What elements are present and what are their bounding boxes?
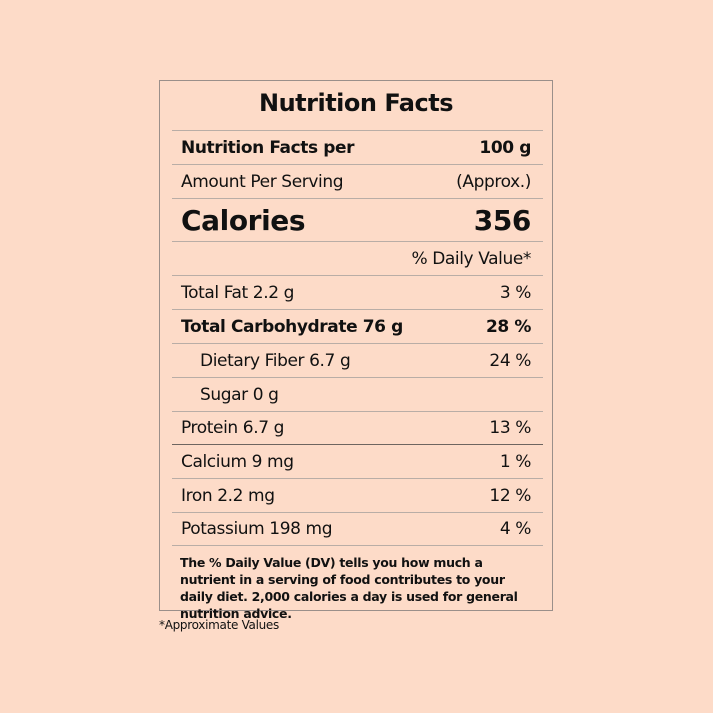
nutrient-row: Protein 6.7 g 13 % xyxy=(172,411,543,444)
row-value: 1 % xyxy=(499,451,532,472)
row-value: 4 % xyxy=(499,519,532,539)
row-value: (Approx.) xyxy=(456,171,531,192)
row-value: 12 % xyxy=(489,485,531,506)
row-value: 24 % xyxy=(489,350,531,371)
row-label: Total Fat 2.2 g xyxy=(181,282,295,303)
row-value: 356 xyxy=(473,203,532,237)
row-value: 28 % xyxy=(485,316,531,337)
row-label: Total Carbohydrate 76 g xyxy=(181,316,403,337)
row-label: Iron 2.2 mg xyxy=(181,485,275,506)
nutrient-row: Total Carbohydrate 76 g 28 % xyxy=(172,309,543,343)
row-label: Sugar 0 g xyxy=(200,384,279,405)
nutrient-row: Calories 356 xyxy=(172,198,543,241)
nutrient-row: Sugar 0 g xyxy=(172,377,543,411)
nutrient-row: Iron 2.2 mg 12 % xyxy=(172,478,543,512)
row-value: 3 % xyxy=(499,282,532,303)
row-label: Protein 6.7 g xyxy=(181,418,285,438)
row-value: 13 % xyxy=(489,418,531,438)
row-label: Potassium 198 mg xyxy=(181,519,333,539)
row-label: Calcium 9 mg xyxy=(181,451,294,472)
nutrient-row: Potassium 198 mg 4 % xyxy=(172,512,543,545)
row-label: Calories xyxy=(181,203,306,237)
note: *Approximate Values xyxy=(159,618,279,632)
row-label: Amount Per Serving xyxy=(181,171,344,192)
nutrient-row: Total Fat 2.2 g 3 % xyxy=(172,275,543,309)
nutrient-row: Dietary Fiber 6.7 g 24 % xyxy=(172,343,543,377)
row-label: Dietary Fiber 6.7 g xyxy=(200,350,351,371)
nutrient-row: Amount Per Serving (Approx.) xyxy=(172,164,543,198)
nutrient-row: Nutrition Facts per 100 g xyxy=(172,130,543,164)
label-title: Nutrition Facts xyxy=(258,89,454,117)
nutrient-row: Calcium 9 mg 1 % xyxy=(172,444,543,478)
footnote: The % Daily Value (DV) tells you how muc… xyxy=(172,545,543,622)
row-value: 100 g xyxy=(479,137,531,158)
row-value: % Daily Value* xyxy=(411,248,531,269)
row-label: Nutrition Facts per xyxy=(181,137,355,158)
nutrient-row: % Daily Value* xyxy=(172,241,543,275)
nutrition-label: Nutrition Facts Nutrition Facts per 100 g… xyxy=(159,80,553,621)
